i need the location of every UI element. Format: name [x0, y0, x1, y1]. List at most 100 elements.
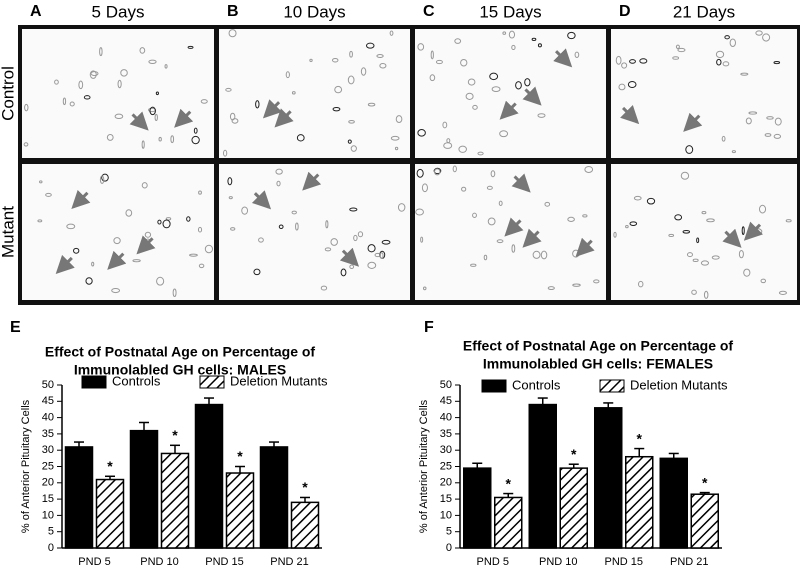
cell: [613, 231, 617, 238]
cell: [755, 30, 763, 36]
cell: [477, 151, 484, 156]
cell: [646, 197, 656, 205]
panel-label: F: [424, 319, 434, 336]
cell: [515, 81, 522, 90]
cell: [537, 113, 546, 118]
cell: [511, 44, 516, 51]
micrograph: [22, 29, 214, 158]
cell: [567, 216, 575, 222]
row-label: Control: [0, 66, 17, 121]
cell: [420, 236, 424, 243]
y-tick-label: 10: [42, 509, 54, 521]
significance-marker: *: [506, 475, 512, 491]
arrow: [274, 108, 294, 128]
micrograph: [22, 164, 214, 300]
cell: [325, 220, 329, 229]
cell: [193, 127, 198, 134]
cell: [572, 283, 581, 287]
y-tick-label: 20: [42, 477, 54, 489]
cell: [141, 140, 145, 149]
cell: [154, 113, 158, 122]
arrow: [339, 247, 360, 267]
cell: [680, 171, 690, 180]
cell: [531, 37, 537, 41]
cell: [365, 42, 375, 49]
cell: [421, 183, 428, 193]
cell: [186, 216, 191, 222]
micrograph: [219, 164, 410, 300]
cell: [621, 62, 628, 69]
cell: [682, 229, 691, 234]
x-tick-label: PND 15: [604, 556, 643, 568]
cell: [677, 47, 686, 53]
cell: [349, 207, 358, 212]
arrow: [499, 100, 519, 120]
cell: [389, 30, 394, 36]
bar: [225, 472, 255, 549]
cell: [489, 72, 499, 81]
y-tick-label: 0: [446, 542, 452, 554]
arrow: [129, 111, 149, 131]
bar: [625, 455, 654, 549]
y-tick-label: 45: [440, 395, 452, 407]
cell: [722, 61, 730, 67]
panel-label: A: [30, 3, 42, 20]
cell: [241, 206, 249, 215]
cell: [490, 170, 496, 178]
cell: [227, 177, 233, 186]
cell: [422, 286, 427, 291]
y-tick-label: 0: [48, 542, 54, 554]
cell: [379, 62, 387, 69]
cell: [330, 238, 338, 246]
y-axis-label: % of Anterior Pituitary Cells: [20, 399, 32, 533]
cell: [773, 133, 782, 139]
bar: [594, 407, 623, 549]
cell: [703, 290, 709, 299]
cell: [132, 259, 141, 263]
cell: [113, 237, 121, 245]
y-tick-label: 45: [42, 395, 54, 407]
arrow: [743, 221, 763, 241]
cell: [711, 255, 720, 260]
cell: [324, 247, 332, 252]
y-tick-label: 10: [440, 509, 452, 521]
cell: [758, 204, 767, 214]
cell: [231, 118, 239, 124]
panel-label: B: [227, 3, 239, 20]
cell: [762, 33, 771, 42]
cell: [45, 192, 52, 197]
y-tick-label: 35: [42, 428, 54, 440]
cell: [390, 135, 400, 141]
cell: [223, 149, 228, 157]
cell: [376, 54, 384, 58]
cell: [367, 261, 377, 269]
cell: [778, 290, 787, 295]
cell: [774, 117, 782, 126]
significance-marker: *: [172, 427, 178, 443]
cell: [567, 31, 576, 40]
cell: [62, 97, 67, 106]
bar: [259, 446, 289, 549]
micrograph: [611, 29, 797, 158]
cell: [540, 250, 548, 260]
cell: [467, 78, 476, 86]
cell: [347, 139, 352, 144]
arrow: [136, 235, 156, 255]
arrow: [302, 171, 322, 191]
bar: [194, 403, 224, 549]
cell: [524, 78, 531, 87]
x-tick-label: PND 21: [670, 556, 709, 568]
cell: [582, 214, 588, 218]
cell: [446, 138, 451, 144]
cell: [498, 200, 503, 207]
cell: [106, 134, 114, 141]
cell: [353, 234, 358, 242]
cell: [69, 101, 75, 107]
cell: [348, 119, 355, 124]
cell: [584, 165, 594, 173]
cell: [625, 225, 629, 229]
arrow: [504, 217, 524, 237]
x-tick-label: PND 21: [270, 556, 309, 568]
cell: [716, 58, 722, 66]
cell: [508, 30, 516, 39]
